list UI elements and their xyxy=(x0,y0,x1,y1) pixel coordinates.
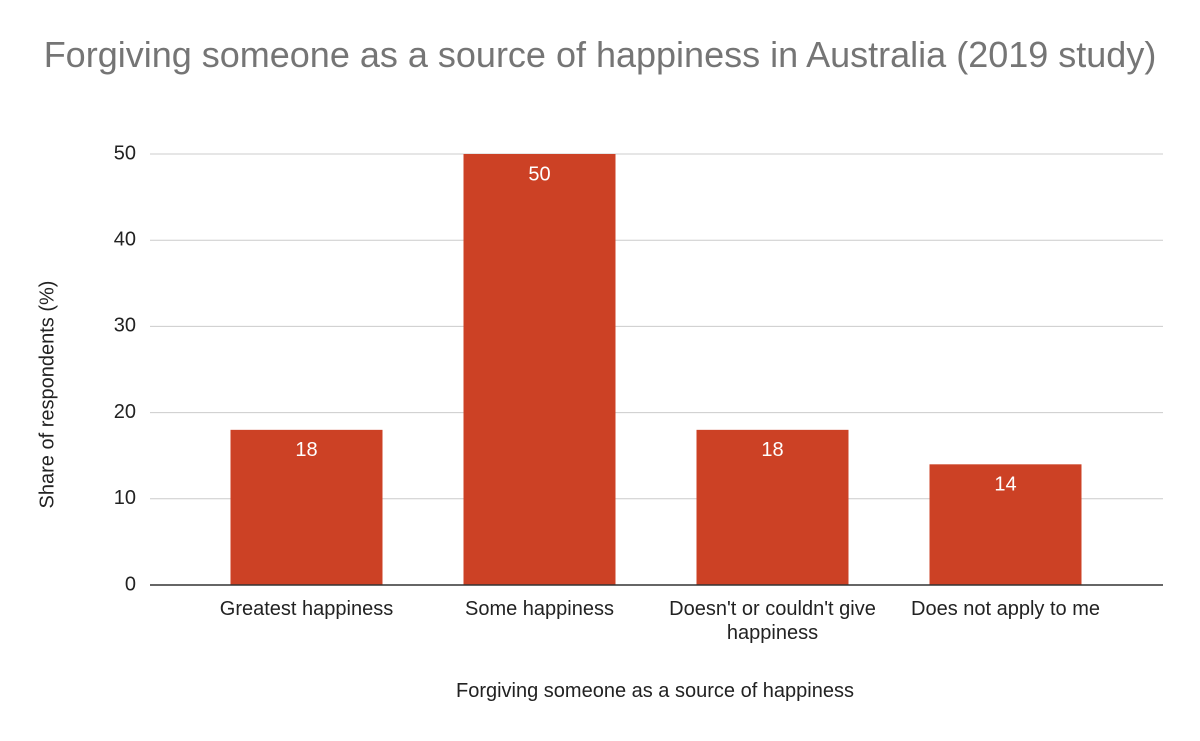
chart-title: Forgiving someone as a source of happine… xyxy=(43,34,1157,75)
x-tick-label: Some happiness xyxy=(465,598,614,620)
y-axis-title: Share of respondents (%) xyxy=(36,281,58,509)
y-tick-label: 40 xyxy=(114,228,136,250)
x-axis-title: Forgiving someone as a source of happine… xyxy=(455,680,854,702)
data-label: 14 xyxy=(994,474,1016,496)
bar xyxy=(929,464,1082,585)
x-tick-label: Doesn't or couldn't give happiness xyxy=(669,598,876,644)
y-tick-label: 30 xyxy=(114,315,136,337)
x-tick-label: Does not apply to me xyxy=(911,598,1100,620)
bar xyxy=(230,429,383,585)
data-label: 18 xyxy=(761,439,783,461)
data-label: 18 xyxy=(295,439,317,461)
bar xyxy=(463,154,616,585)
data-label: 50 xyxy=(528,163,550,185)
y-tick-label: 0 xyxy=(125,573,136,595)
y-tick-label: 10 xyxy=(114,487,136,509)
x-tick-label: Greatest happiness xyxy=(219,598,394,620)
y-tick-label: 20 xyxy=(114,401,136,423)
bar xyxy=(696,429,849,585)
y-tick-label: 50 xyxy=(114,142,136,164)
